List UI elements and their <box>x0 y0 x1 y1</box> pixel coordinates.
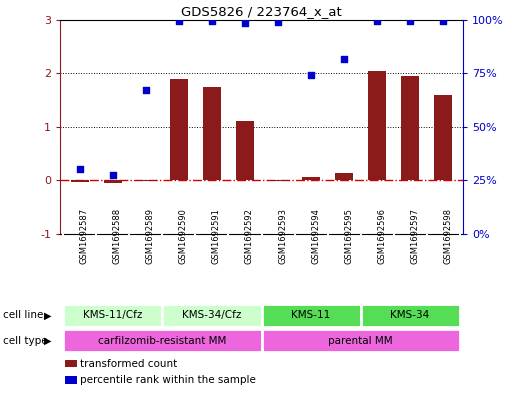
Bar <box>302 176 320 180</box>
Point <box>373 18 381 24</box>
Text: GSM1692589: GSM1692589 <box>146 208 155 264</box>
Bar <box>63 329 262 353</box>
Point <box>307 72 315 78</box>
Text: GSM1692598: GSM1692598 <box>443 208 452 264</box>
Text: KMS-34/Cfz: KMS-34/Cfz <box>183 310 242 320</box>
Bar <box>434 95 452 180</box>
Text: cell type: cell type <box>3 336 47 346</box>
Bar <box>269 180 287 181</box>
Point <box>241 20 249 27</box>
Bar <box>163 304 262 327</box>
Text: parental MM: parental MM <box>328 336 393 346</box>
Point <box>208 18 216 24</box>
Text: ▶: ▶ <box>44 336 52 346</box>
Bar <box>262 304 360 327</box>
Bar <box>71 180 89 182</box>
Point <box>76 165 84 172</box>
Text: percentile rank within the sample: percentile rank within the sample <box>80 375 256 385</box>
Bar <box>63 304 163 327</box>
Bar <box>368 70 386 180</box>
Text: carfilzomib-resistant MM: carfilzomib-resistant MM <box>98 336 226 346</box>
Bar <box>236 121 254 180</box>
Point <box>109 172 117 178</box>
Text: GSM1692591: GSM1692591 <box>212 208 221 264</box>
Bar <box>170 79 188 180</box>
Point <box>340 55 348 62</box>
Text: GSM1692587: GSM1692587 <box>80 208 89 264</box>
Bar <box>401 76 419 180</box>
Bar <box>104 180 122 183</box>
Text: GSM1692590: GSM1692590 <box>179 208 188 264</box>
Text: GSM1692594: GSM1692594 <box>311 208 320 264</box>
Title: GDS5826 / 223764_x_at: GDS5826 / 223764_x_at <box>181 6 342 18</box>
Text: transformed count: transformed count <box>80 358 177 369</box>
Text: KMS-34: KMS-34 <box>390 310 430 320</box>
Text: GSM1692592: GSM1692592 <box>245 208 254 264</box>
Text: GSM1692593: GSM1692593 <box>278 208 287 264</box>
Text: GSM1692595: GSM1692595 <box>344 208 353 264</box>
Bar <box>203 86 221 180</box>
Bar <box>335 173 353 180</box>
Point <box>274 19 282 26</box>
Point <box>142 87 150 94</box>
Text: GSM1692596: GSM1692596 <box>377 208 386 264</box>
Bar <box>137 180 155 181</box>
Point <box>175 18 183 24</box>
Text: GSM1692597: GSM1692597 <box>410 208 419 264</box>
Text: cell line: cell line <box>3 310 43 320</box>
Point <box>406 18 414 24</box>
Bar <box>262 329 460 353</box>
Text: KMS-11: KMS-11 <box>291 310 331 320</box>
Text: ▶: ▶ <box>44 310 52 320</box>
Text: KMS-11/Cfz: KMS-11/Cfz <box>83 310 143 320</box>
Point <box>439 18 447 24</box>
Text: GSM1692588: GSM1692588 <box>113 208 122 264</box>
Bar <box>360 304 460 327</box>
